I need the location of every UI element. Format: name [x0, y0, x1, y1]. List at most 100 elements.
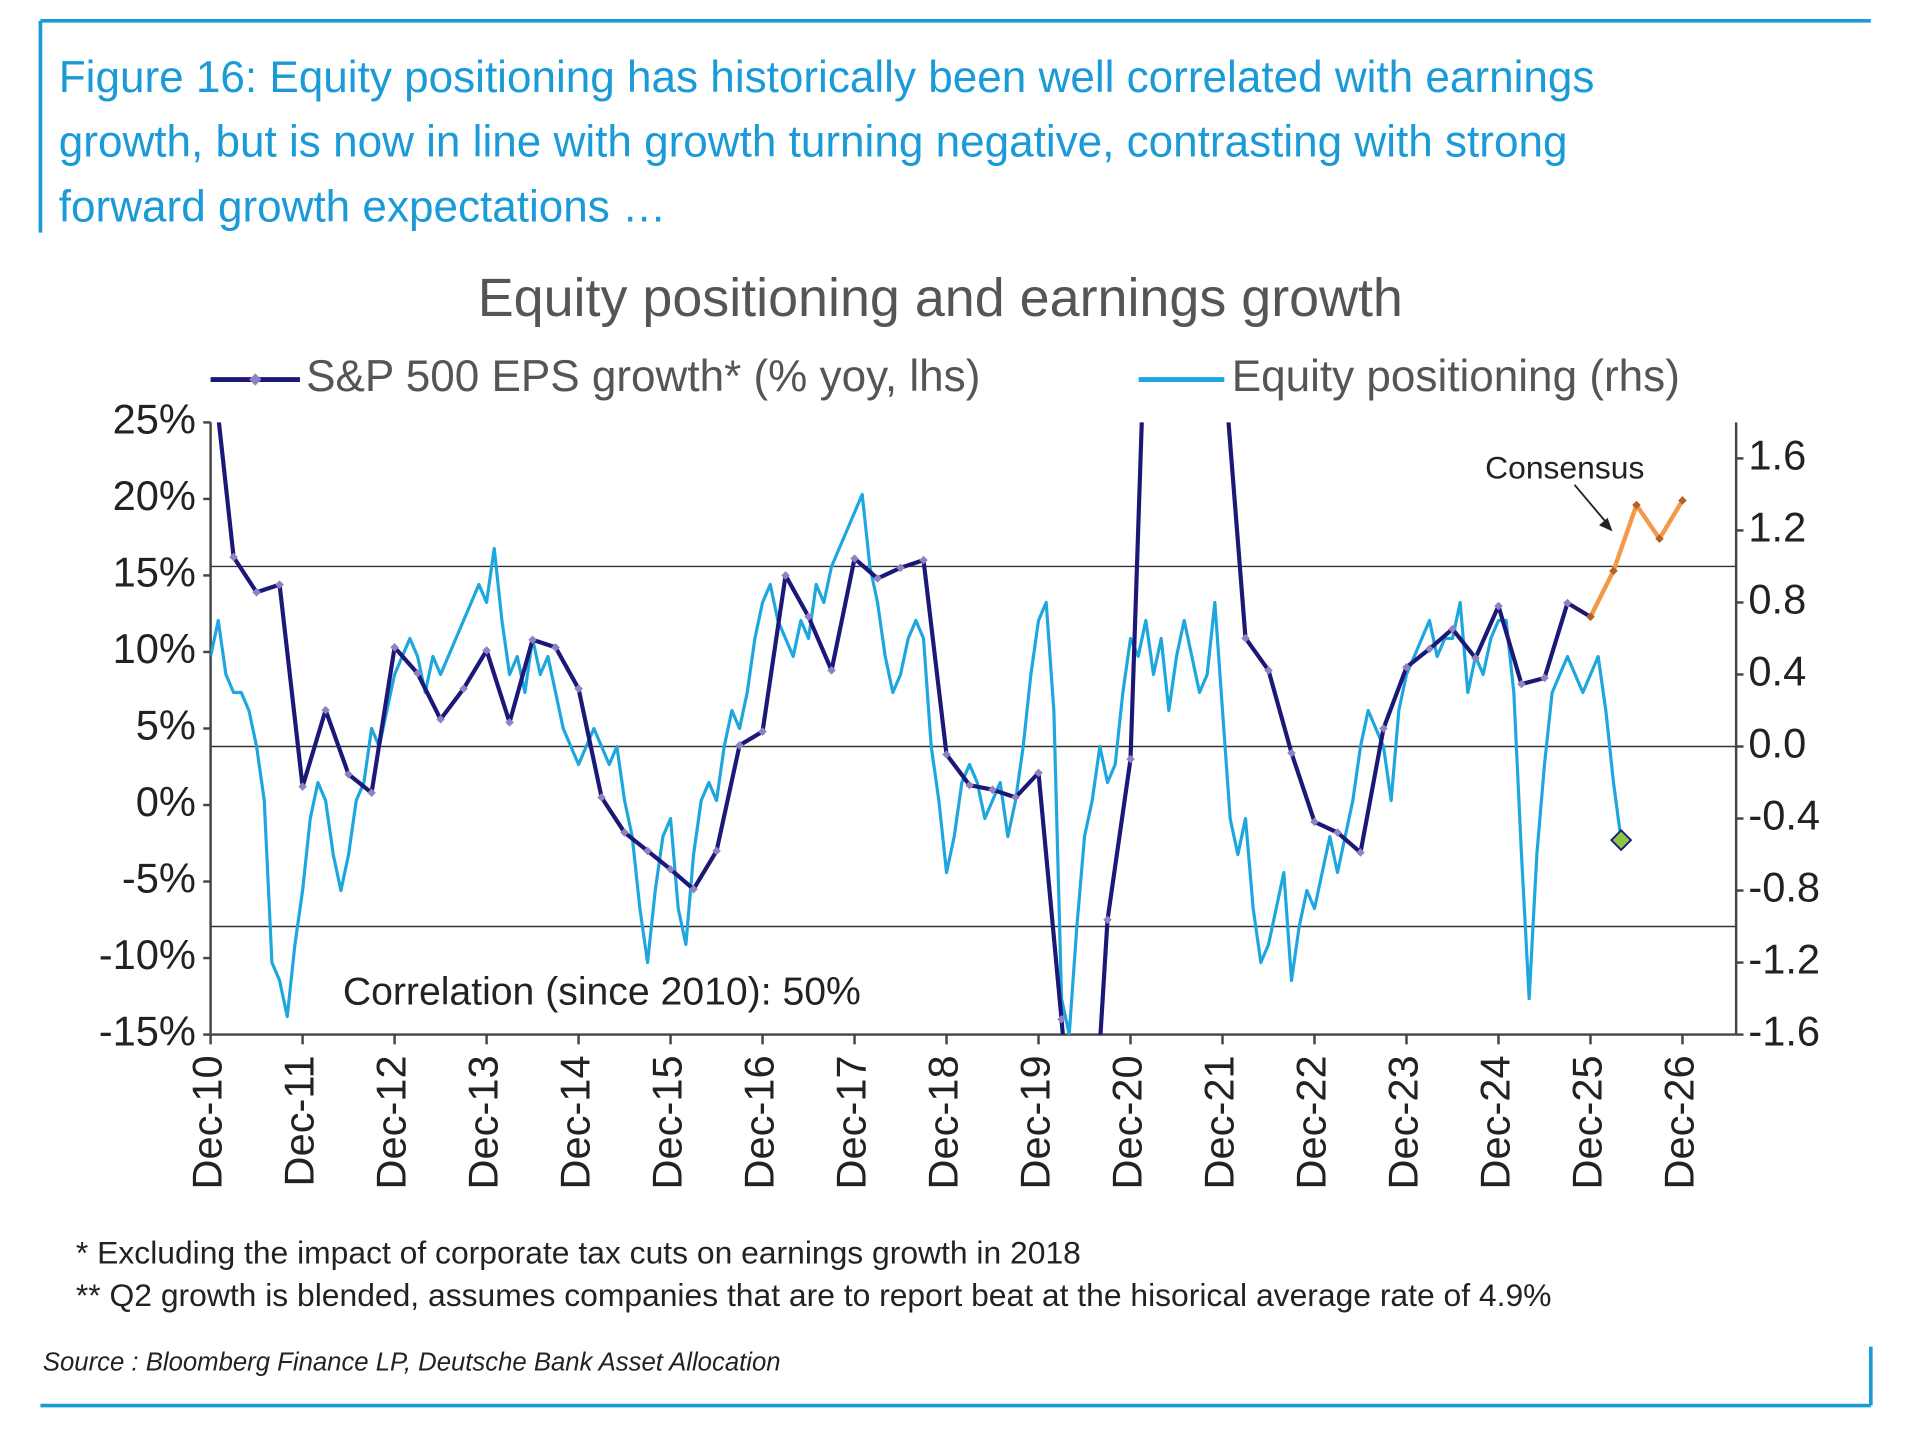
y-tick-label: 20% [113, 472, 196, 519]
reference-lines [210, 565, 1737, 928]
point-marker [1103, 915, 1112, 925]
annotation: Correlation (since 2010): 50% [343, 971, 861, 1014]
point-marker [551, 643, 560, 652]
point-marker [827, 666, 836, 675]
consensus-line [1588, 499, 1685, 618]
point-marker [689, 884, 698, 894]
point-marker [1287, 748, 1296, 758]
point-marker [1333, 828, 1342, 837]
x-tick-label: Dec-21 [1196, 1055, 1243, 1189]
chart-title: Equity positioning and earnings growth [478, 268, 1403, 328]
y2-tick-label: 0.8 [1748, 575, 1806, 622]
x-tick-label: Dec-14 [552, 1055, 599, 1189]
x-tick-label: Dec-23 [1379, 1055, 1426, 1189]
x-tick-label: Dec-19 [1012, 1055, 1059, 1189]
x-tick-label: Dec-26 [1655, 1055, 1702, 1189]
y2-tick-label: 1.6 [1748, 431, 1806, 478]
point-marker [1310, 817, 1319, 827]
legend-label: S&P 500 EPS growth* (% yoy, lhs) [306, 352, 980, 401]
consensus-arrowhead [1599, 517, 1613, 532]
point-marker [298, 782, 307, 791]
footnote: * Excluding the impact of corporate tax … [76, 1234, 1081, 1270]
point-marker [1126, 754, 1135, 764]
y-tick-label: 0% [136, 778, 196, 825]
y-tick-label: -15% [99, 1008, 196, 1055]
point-marker [1494, 601, 1503, 611]
series-line [210, 492, 1623, 1035]
x-tick-label: Dec-11 [276, 1055, 323, 1186]
y-tick-label: -10% [99, 931, 196, 978]
point-marker [1448, 624, 1457, 634]
figure-title-line: growth, but is now in line with growth t… [59, 118, 1568, 167]
x-tick-label: Dec-15 [644, 1055, 691, 1189]
y2-tick-label: -0.4 [1748, 792, 1820, 839]
point-marker [1425, 644, 1434, 654]
point-marker [1540, 673, 1549, 683]
y2-tick-label: 0.4 [1748, 647, 1806, 694]
x-tick-label: Dec-13 [460, 1055, 507, 1189]
point-marker [804, 612, 813, 622]
point-marker [229, 552, 238, 562]
point-marker [666, 865, 675, 874]
x-tick-label: Dec-20 [1104, 1055, 1151, 1189]
y-tick-label: 10% [113, 625, 196, 672]
point-marker [919, 555, 928, 565]
point-marker [965, 780, 974, 790]
point-marker [275, 580, 284, 589]
y2-tick-label: 0.0 [1748, 719, 1806, 766]
legend-marker [249, 373, 262, 386]
y-tick-label: 15% [113, 548, 196, 595]
axes: 25% 20% 15% 10% 5% 0% -5% -10% -15% 1.6 1.2 0.8 0.4 0… [99, 395, 1820, 1189]
x-tick-label: Dec-17 [828, 1055, 875, 1189]
consensus-marker [1586, 612, 1595, 622]
point-marker [482, 646, 491, 655]
y-tick-label: 25% [113, 395, 196, 442]
point-marker [1402, 662, 1411, 672]
figure-title-line: forward growth expectations … [59, 183, 666, 232]
y-tick-label: -5% [122, 855, 196, 902]
end-marker [1610, 829, 1633, 852]
x-tick-label: Dec-25 [1563, 1055, 1610, 1189]
point-marker [367, 788, 376, 798]
point-marker [988, 785, 997, 794]
y2-tick-label: -1.2 [1748, 936, 1820, 983]
point-marker [643, 846, 652, 856]
consensus-arrow [1573, 484, 1609, 525]
y2-tick-label: -1.6 [1748, 1008, 1820, 1055]
consensus-label: Consensus [1485, 450, 1644, 486]
x-tick-label: Dec-22 [1288, 1055, 1335, 1189]
point-marker [1264, 666, 1273, 675]
y2-tick-label: 1.2 [1748, 503, 1806, 550]
point-marker [1218, 342, 1227, 351]
point-marker [1379, 724, 1388, 733]
figure-title-line: Figure 16: Equity positioning has histor… [59, 53, 1595, 102]
x-tick-label: Dec-24 [1471, 1055, 1518, 1189]
point-marker [344, 770, 353, 779]
y2-tick-label: -0.8 [1748, 864, 1820, 911]
point-marker [1517, 679, 1526, 689]
x-tick-label: Dec-18 [920, 1055, 967, 1189]
point-marker [620, 828, 629, 837]
notes: Correlation (since 2010): 50% Consensus * … [43, 450, 1645, 1377]
point-marker [206, 342, 215, 351]
point-marker [1195, 189, 1204, 198]
source: Source : Bloomberg Finance LP, Deutsche … [43, 1349, 781, 1377]
point-marker [1563, 598, 1572, 608]
point-marker [758, 727, 767, 736]
frame [38, 18, 1873, 1408]
y-tick-label: 5% [136, 701, 196, 748]
footnote: ** Q2 growth is blended, assumes compani… [76, 1277, 1552, 1313]
point-marker [505, 718, 514, 727]
point-marker [1356, 848, 1365, 857]
point-marker [712, 846, 721, 856]
x-tick-label: Dec-12 [368, 1055, 415, 1189]
x-tick-label: Dec-10 [184, 1055, 231, 1189]
figure-title: Figure 16: Equity positioning has histor… [59, 53, 1595, 232]
point-marker [735, 741, 744, 750]
legend: S&P 500 EPS growth* (% yoy, lhs) Equity p… [210, 352, 1680, 401]
x-tick-label: Dec-16 [736, 1055, 783, 1189]
consensus-marker [1655, 534, 1664, 543]
legend-label: Equity positioning (rhs) [1232, 352, 1680, 401]
